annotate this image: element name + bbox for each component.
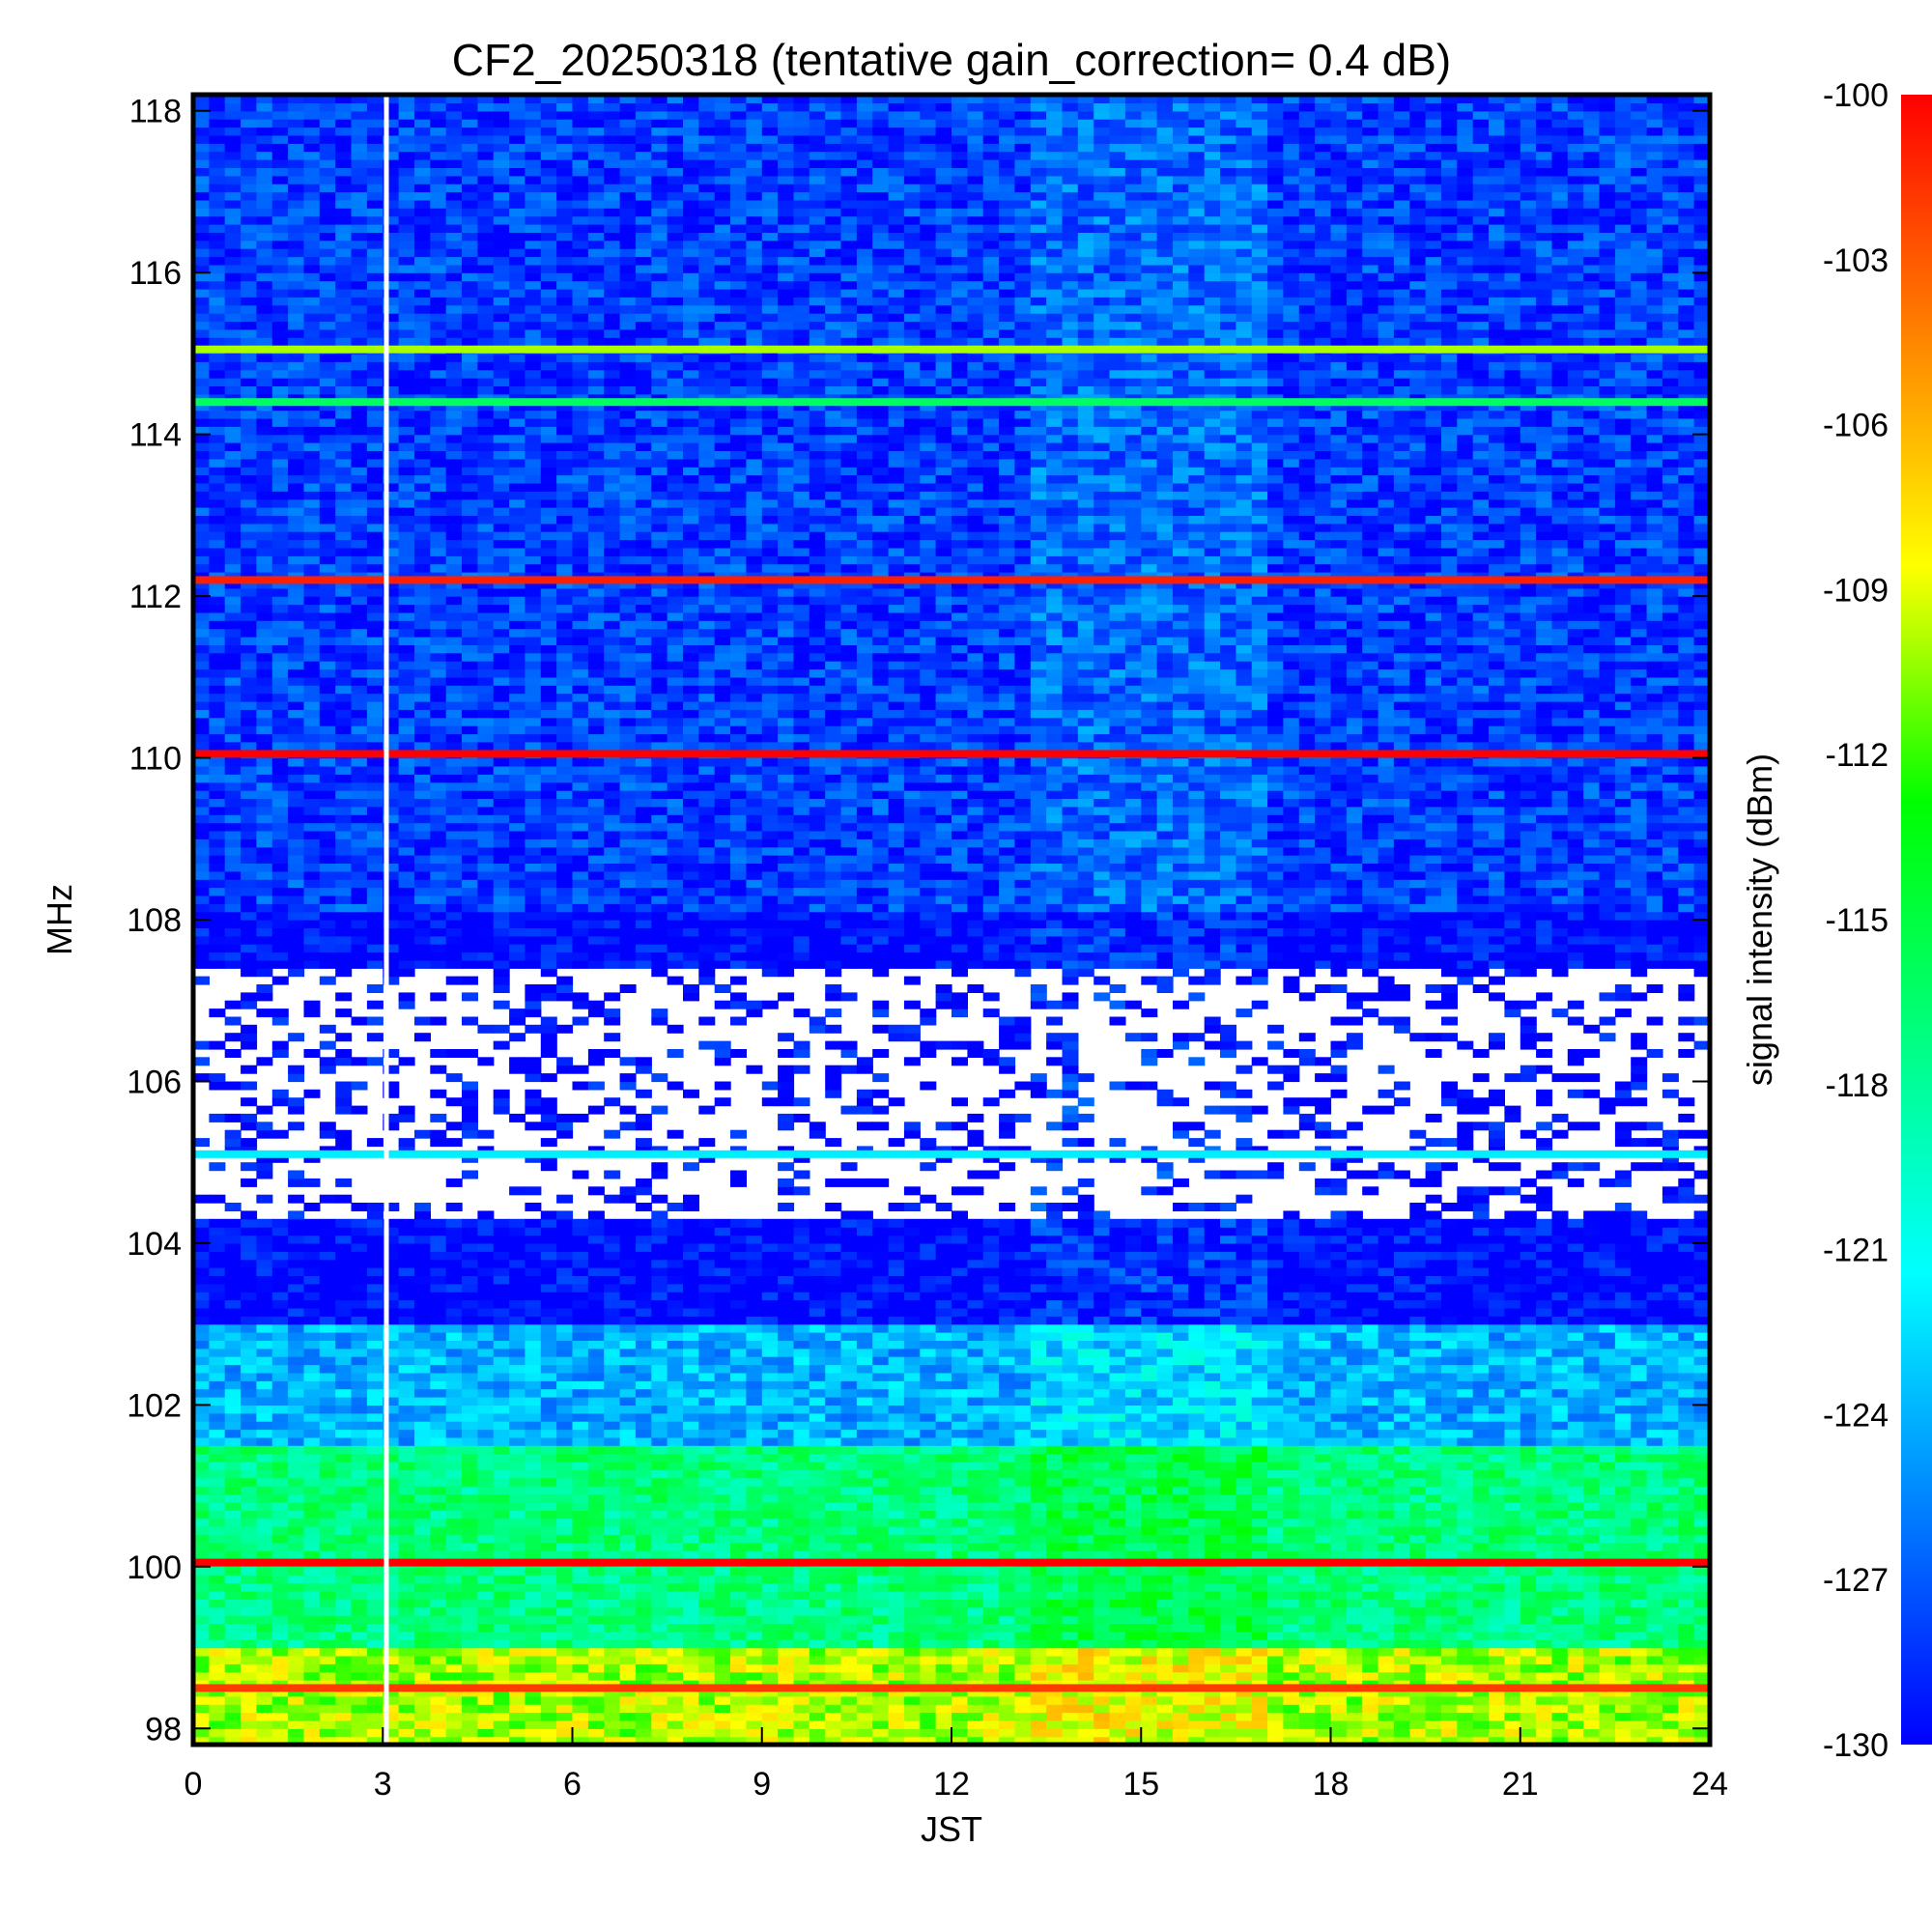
plot-area: 98 100 102 104 106 108 110 112 114 116 118 0 3 6 9 12 1… <box>127 92 1728 1803</box>
y-tick-label: 98 <box>145 1711 182 1747</box>
colorbar-tick-label: -115 <box>1825 902 1889 939</box>
x-axis: 0 3 6 9 12 15 18 21 24 <box>185 1727 1728 1803</box>
y-tick-label: 116 <box>129 255 182 292</box>
y-tick-label: 106 <box>127 1064 182 1100</box>
x-tick-label: 12 <box>933 1766 970 1803</box>
colorbar-tick-label: -118 <box>1825 1067 1889 1104</box>
colorbar: -100 -103 -106 -109 -112 -115 -118 -121 -124 -127… <box>1740 77 1932 1764</box>
y-tick-label: 112 <box>129 579 182 615</box>
colorbar-tick-label: -106 <box>1823 408 1889 444</box>
y-tick-label: 100 <box>127 1549 182 1586</box>
x-tick-label: 9 <box>753 1766 771 1803</box>
x-tick-label: 21 <box>1502 1766 1539 1803</box>
y-axis-label: MHz <box>40 884 79 955</box>
x-tick-label: 0 <box>185 1766 203 1803</box>
x-tick-label: 3 <box>374 1766 392 1803</box>
chart-title: CF2_20250318 (tentative gain_correction=… <box>452 35 1451 85</box>
colorbar-tick-label: -130 <box>1823 1727 1889 1764</box>
colorbar-tick-label: -127 <box>1823 1562 1889 1599</box>
y-tick-label: 102 <box>127 1387 182 1424</box>
y-axis: 98 100 102 104 106 108 110 112 114 116 118 <box>127 94 1710 1747</box>
x-tick-label: 18 <box>1313 1766 1350 1803</box>
colorbar-gradient <box>1901 95 1932 1745</box>
y-tick-label: 108 <box>127 902 182 939</box>
colorbar-tick-label: -121 <box>1823 1233 1889 1269</box>
x-tick-label: 15 <box>1122 1766 1159 1803</box>
colorbar-tick-label: -103 <box>1823 242 1889 279</box>
colorbar-tick-label: -109 <box>1823 572 1889 609</box>
x-tick-label: 6 <box>563 1766 582 1803</box>
x-axis-label: JST <box>921 1809 982 1849</box>
colorbar-tick-label: -112 <box>1825 737 1889 774</box>
y-tick-label: 110 <box>129 741 182 778</box>
colorbar-tick-label: -124 <box>1823 1397 1889 1434</box>
y-tick-label: 114 <box>129 417 182 454</box>
y-tick-label: 104 <box>127 1226 182 1263</box>
colorbar-label: signal intensity (dBm) <box>1740 753 1779 1086</box>
spectrogram-heatmap <box>195 95 1708 1745</box>
x-tick-label: 24 <box>1691 1766 1728 1803</box>
colorbar-ticks: -100 -103 -106 -109 -112 -115 -118 -121 -124 -127… <box>1823 77 1889 1764</box>
colorbar-tick-label: -100 <box>1823 77 1889 114</box>
y-tick-label: 118 <box>129 94 182 130</box>
